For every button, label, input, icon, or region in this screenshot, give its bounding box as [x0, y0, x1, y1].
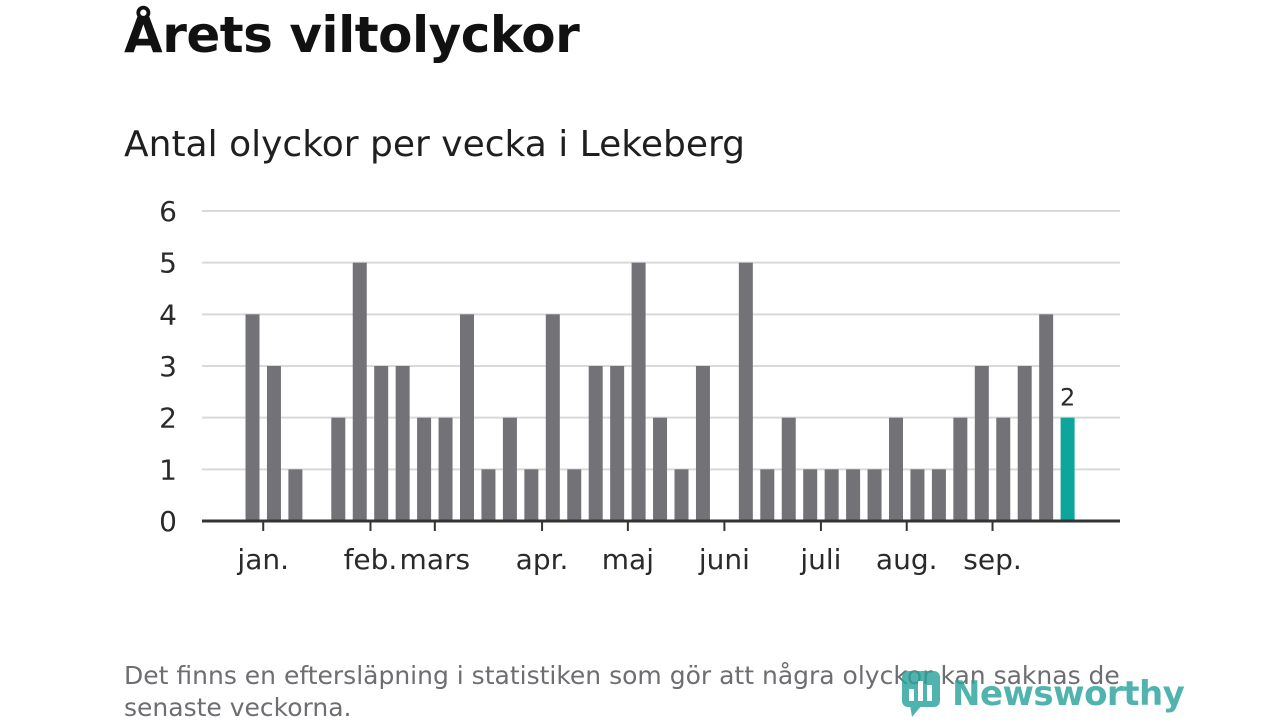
bar — [953, 417, 968, 521]
bar — [352, 262, 367, 521]
y-tick-label: 5 — [159, 247, 177, 280]
bar — [438, 417, 453, 521]
bar — [824, 469, 839, 521]
x-tick-label: sep. — [963, 543, 1022, 576]
bar — [567, 469, 582, 521]
bar — [331, 417, 346, 521]
bar — [846, 469, 861, 521]
footnote: Det finns en eftersläpning i statistiken… — [124, 661, 1120, 722]
bar-chart: 0 1 2 3 4 5 6 2 jan. feb. mars apr. maj juni juli aug. s… — [159, 195, 1120, 576]
bar — [1017, 366, 1032, 521]
x-tick-label: apr. — [516, 543, 569, 576]
bar — [588, 366, 603, 521]
x-tick-label: aug. — [876, 543, 938, 576]
y-tick-label: 3 — [159, 350, 177, 383]
bar — [996, 417, 1011, 521]
newsworthy-logo-text: Newsworthy — [952, 674, 1185, 714]
bar — [610, 366, 625, 521]
x-tick-label: juli — [799, 543, 841, 576]
bar — [524, 469, 539, 521]
bar — [760, 469, 775, 521]
chart-title: Årets viltolyckor — [124, 6, 580, 64]
bar — [545, 314, 560, 521]
bar — [803, 469, 818, 521]
y-tick-label: 6 — [159, 195, 177, 228]
bar — [974, 366, 989, 521]
x-tick-label: juni — [698, 543, 750, 576]
x-tick-label: mars — [400, 543, 471, 576]
bar — [867, 469, 882, 521]
bar — [781, 417, 796, 521]
bar — [631, 262, 646, 521]
data-label: 2 — [1060, 384, 1075, 412]
bar — [245, 314, 260, 521]
bar-highlight — [1060, 417, 1075, 521]
chart-subtitle: Antal olyckor per vecka i Lekeberg — [124, 124, 745, 165]
x-tick-label: feb. — [344, 543, 398, 576]
bar — [266, 366, 281, 521]
y-tick-label: 4 — [159, 298, 177, 331]
bar — [889, 417, 903, 521]
y-tick-label: 0 — [159, 505, 177, 538]
bar — [738, 262, 753, 521]
bar — [417, 417, 432, 521]
bar — [674, 469, 689, 521]
bar — [910, 469, 925, 521]
x-tick-label: maj — [602, 543, 654, 576]
y-tick-label: 1 — [159, 453, 177, 486]
bar — [502, 417, 517, 521]
bar — [288, 469, 303, 521]
y-tick-label: 2 — [159, 402, 177, 435]
bar — [653, 417, 668, 521]
bar — [695, 366, 710, 521]
bar — [481, 469, 496, 521]
newsworthy-logo-icon — [902, 671, 940, 717]
bar — [1039, 314, 1054, 521]
bar — [374, 366, 389, 521]
bar — [395, 366, 410, 521]
bar — [931, 469, 946, 521]
newsworthy-logo: Newsworthy — [900, 668, 1185, 720]
bar — [460, 314, 474, 521]
x-tick-label: jan. — [236, 543, 289, 576]
